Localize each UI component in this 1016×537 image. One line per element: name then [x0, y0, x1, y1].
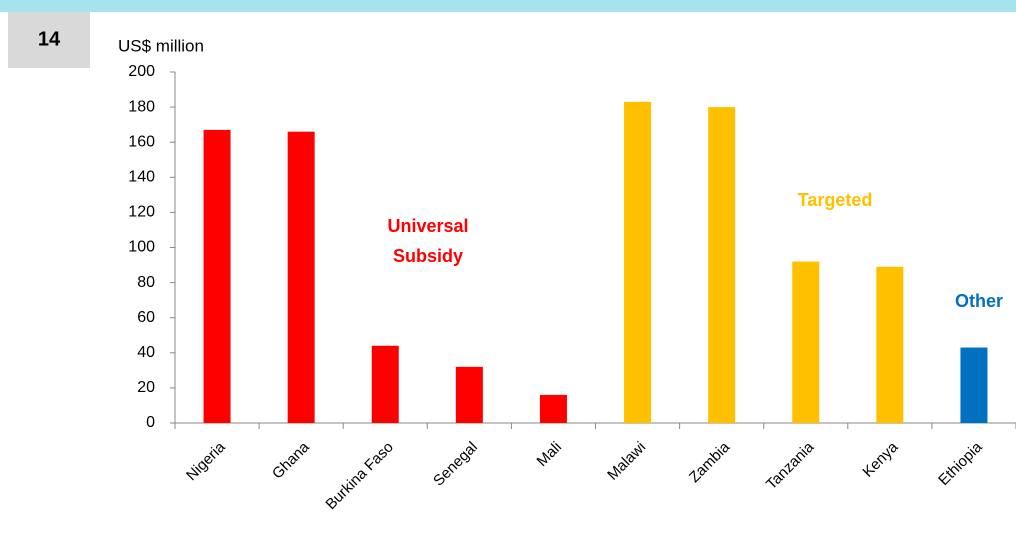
- annotation: Subsidy: [393, 246, 463, 266]
- y-axis-label: US$ million: [118, 36, 204, 55]
- y-tick-label: 160: [128, 133, 155, 150]
- bar: [539, 394, 567, 423]
- y-tick-label: 140: [128, 169, 155, 186]
- x-tick-label: Kenya: [859, 438, 902, 481]
- bar: [371, 345, 399, 423]
- x-tick-label: Malawi: [604, 439, 649, 484]
- x-tick-label: Ethiopia: [935, 438, 986, 489]
- annotation: Universal: [387, 216, 468, 236]
- top-band: [0, 0, 1016, 12]
- page-number: 14: [38, 28, 61, 50]
- bar: [876, 266, 904, 423]
- x-tick-label: Senegal: [430, 439, 481, 490]
- x-tick-label: Tanzania: [763, 438, 818, 493]
- annotation: Targeted: [798, 190, 873, 210]
- y-tick-label: 40: [137, 344, 155, 361]
- x-tick-label: Zambia: [686, 438, 734, 486]
- annotation: Other: [955, 291, 1003, 311]
- bar: [455, 366, 483, 423]
- bar: [287, 131, 315, 424]
- x-tick-label: Mali: [534, 439, 565, 470]
- x-tick-label: Ghana: [269, 438, 313, 482]
- y-tick-label: 20: [137, 379, 155, 396]
- bar: [624, 101, 652, 424]
- y-tick-label: 200: [128, 63, 155, 80]
- y-tick-label: 100: [128, 239, 155, 256]
- x-tick-label: Nigeria: [183, 438, 229, 484]
- bar: [203, 129, 231, 424]
- bar: [708, 107, 736, 423]
- bar: [792, 261, 820, 423]
- x-tick-label: Burkina Faso: [322, 439, 397, 514]
- y-tick-label: 180: [128, 98, 155, 115]
- bar: [960, 347, 988, 423]
- y-tick-label: 80: [137, 274, 155, 291]
- y-tick-label: 120: [128, 204, 155, 221]
- y-tick-label: 60: [137, 309, 155, 326]
- y-tick-label: 0: [146, 414, 155, 431]
- page-number-box: [8, 12, 90, 68]
